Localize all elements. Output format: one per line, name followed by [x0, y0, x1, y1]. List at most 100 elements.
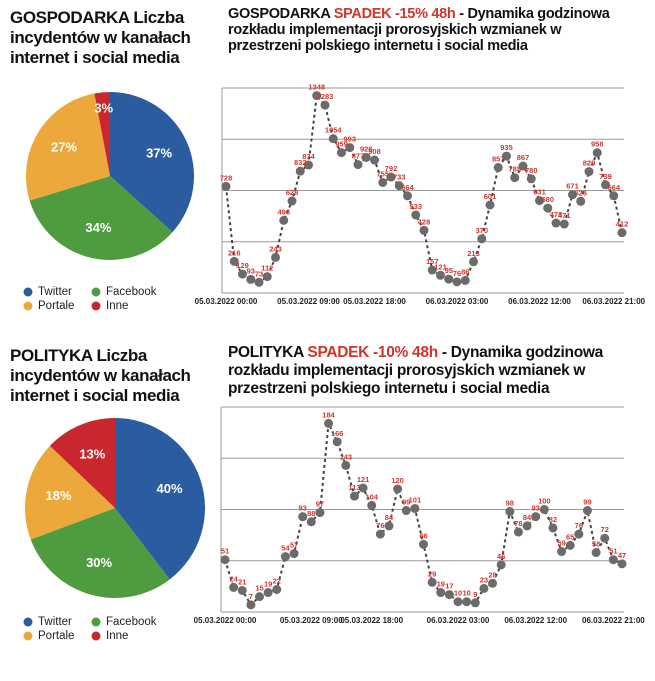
point-label: 471 [558, 211, 571, 220]
point-label: 17 [445, 582, 453, 591]
data-point [452, 277, 462, 287]
point-label: 129 [236, 261, 249, 270]
point-label: 728 [220, 173, 233, 182]
pie-slice [29, 176, 173, 261]
data-point [272, 584, 282, 594]
x-tick-label: 06.03.2022 21:00 [582, 297, 645, 306]
data-point [444, 274, 454, 284]
data-point [229, 256, 239, 266]
x-tick-label: 05.03.2022 09:00 [280, 616, 343, 625]
point-label: 57 [290, 541, 298, 550]
point-label: 788 [508, 165, 521, 174]
data-point [358, 483, 368, 493]
point-label: 101 [409, 495, 422, 504]
title-lead: GOSPODARKA [228, 6, 330, 22]
point-label: 9 [473, 590, 477, 599]
point-label: 664 [607, 183, 620, 192]
point-label: 82 [549, 515, 557, 524]
data-point [609, 191, 619, 201]
data-point [315, 508, 325, 518]
data-point [436, 588, 446, 598]
legend-label: Twitter [38, 616, 72, 628]
data-point [601, 180, 610, 190]
point-label: 829 [583, 159, 596, 168]
data-point [539, 505, 549, 514]
data-point [386, 172, 396, 182]
data-point [436, 270, 445, 280]
point-label: 24 [229, 574, 238, 583]
point-label: 112 [261, 264, 273, 273]
point-label: 99 [583, 498, 591, 507]
data-point [298, 512, 308, 522]
data-point [367, 500, 377, 510]
line-title: GOSPODARKA SPADEK -15% 48h - Dynamika go… [228, 6, 628, 54]
pie-slice [49, 418, 115, 508]
point-label: 478 [550, 210, 563, 219]
point-label: 166 [331, 429, 344, 438]
point-label: 113 [348, 483, 360, 492]
data-point [401, 506, 411, 516]
point-label: 832 [294, 158, 307, 167]
point-label: 959 [335, 140, 348, 149]
data-point [600, 533, 610, 543]
point-label: 93 [299, 504, 307, 513]
legend-swatch [91, 301, 101, 311]
slice-label: 30% [86, 555, 112, 570]
data-point [522, 521, 532, 531]
point-label: 78 [514, 519, 522, 528]
data-point [384, 521, 394, 531]
point-label: 51 [609, 547, 617, 556]
pie-slice [94, 92, 110, 176]
data-point [592, 148, 602, 158]
x-tick-label: 05.03.2022 09:00 [277, 297, 340, 306]
pie-slice [25, 445, 116, 540]
data-point [488, 578, 498, 588]
data-point [375, 529, 385, 539]
point-label: 73 [255, 269, 263, 278]
data-point [502, 151, 511, 161]
point-label: 120 [391, 476, 404, 485]
data-point [460, 275, 470, 285]
data-point [453, 597, 463, 607]
data-point [353, 160, 363, 170]
data-point [617, 559, 627, 569]
point-label: 84 [523, 513, 532, 522]
legend-swatch [23, 617, 33, 627]
data-point [518, 161, 528, 171]
data-point [280, 552, 290, 562]
point-label: 65 [566, 532, 574, 541]
data-point [548, 523, 558, 533]
title-rest: - Dynamika godzinowa rozkładu implementa… [228, 344, 603, 397]
point-label: 93 [532, 504, 540, 513]
data-point [370, 155, 379, 165]
point-label: 184 [322, 410, 335, 419]
data-point [574, 529, 584, 539]
point-label: 121 [434, 262, 447, 271]
point-label: 46 [497, 552, 505, 561]
point-label: 54 [281, 544, 290, 553]
data-point [535, 196, 544, 206]
data-point [304, 160, 313, 170]
point-label: 1283 [317, 92, 334, 101]
point-label: 671 [566, 182, 579, 191]
data-point [328, 134, 338, 144]
point-label: 580 [541, 195, 554, 204]
x-tick-label: 05.03.2022 00:00 [194, 616, 257, 625]
point-label: 10 [462, 589, 470, 598]
data-point [238, 269, 247, 279]
data-point [551, 218, 561, 228]
data-point [427, 577, 437, 587]
data-point [479, 583, 489, 593]
point-label: 908 [368, 147, 381, 156]
point-label: 10 [454, 589, 462, 598]
legend-label: Facebook [106, 616, 157, 628]
data-point [229, 582, 239, 592]
pie-slice [110, 92, 195, 233]
legend-swatch [23, 287, 33, 297]
point-label: 95 [445, 266, 453, 275]
x-tick-label: 05.03.2022 00:00 [195, 297, 258, 306]
data-point [505, 507, 515, 517]
title-lead: POLITYKA [228, 344, 304, 361]
data-point [477, 234, 487, 244]
point-label: 23 [480, 575, 488, 584]
